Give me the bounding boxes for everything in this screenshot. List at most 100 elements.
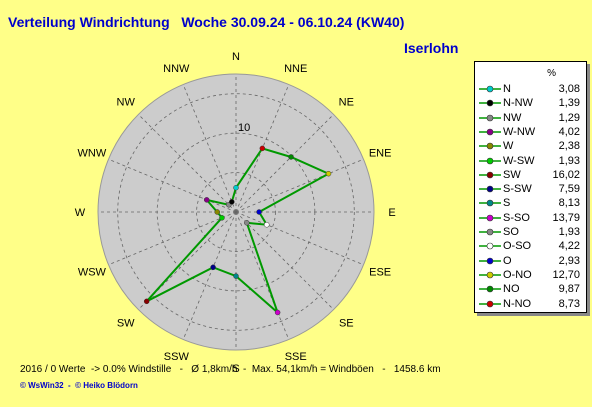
legend-value: 8,13 [558, 197, 580, 210]
legend-symbol-icon [479, 242, 501, 250]
legend-value: 9,87 [558, 283, 580, 296]
direction-label: SSE [285, 351, 307, 363]
legend: % N 3,08 N-NW 1,39 NW 1,29 W-NW 4,02 W 2,38 W-SW 1,… [474, 61, 587, 313]
legend-label: O-NO [503, 268, 532, 281]
grid-spoke [182, 211, 237, 340]
direction-label: NNE [284, 63, 307, 75]
legend-label: W-SW [503, 154, 535, 167]
legend-symbol-icon [479, 142, 501, 150]
legend-item: S-SW 7,59 [475, 182, 586, 196]
data-point [214, 209, 220, 215]
legend-item: O-NO 12,70 [475, 268, 586, 282]
direction-label: W [75, 207, 86, 219]
legend-value: 4,22 [558, 240, 580, 253]
legend-label: N-NW [503, 97, 533, 110]
legend-symbol-icon [479, 214, 501, 221]
data-point [233, 273, 239, 279]
legend-value: 1,93 [558, 154, 580, 167]
legend-value: 13,79 [552, 211, 580, 224]
legend-label: SO [503, 226, 519, 238]
direction-label: SW [117, 317, 135, 329]
legend-label: NW [503, 111, 522, 124]
legend-label: S-SW [503, 183, 532, 196]
legend-item: N 3,08 [475, 82, 586, 96]
legend-item: S 8,13 [475, 196, 586, 210]
legend-label: W [503, 140, 514, 153]
direction-label: NE [339, 97, 354, 109]
grid-ring [196, 172, 276, 252]
legend-item: S-SO 13,79 [475, 211, 586, 225]
data-point [325, 170, 332, 177]
station-name: Iserlohn [404, 40, 459, 56]
legend-item: NW 1,29 [475, 111, 586, 125]
grid-spoke [235, 211, 364, 266]
legend-symbol-icon [479, 228, 501, 236]
legend-symbol-icon [479, 257, 501, 264]
legend-value: 4,02 [558, 125, 580, 138]
direction-label: ESE [369, 267, 391, 279]
legend-label: N [503, 83, 511, 95]
legend-symbol-icon [479, 285, 501, 293]
legend-symbol-icon [479, 300, 501, 307]
ring-label: 10 [238, 122, 250, 134]
direction-label: WSW [78, 267, 107, 279]
grid-spoke [235, 114, 334, 213]
legend-symbol-icon [479, 114, 501, 121]
legend-item: O 2,93 [475, 254, 586, 268]
legend-label: W-NW [503, 125, 536, 138]
legend-symbol-icon [479, 157, 501, 164]
legend-value: 2,93 [558, 254, 580, 267]
footer-stats: 2016 / 0 Werte -> 0.0% Windstille - Ø 1,… [20, 364, 441, 375]
data-point [203, 197, 210, 203]
legend-item: N-NO 8,73 [475, 297, 586, 311]
grid-spoke [235, 158, 364, 213]
data-point [229, 199, 235, 205]
footer-credit: © WsWin32 - © Heiko Blödorn [20, 381, 138, 390]
legend-label: S-SO [503, 211, 530, 224]
data-point [210, 264, 216, 271]
direction-label: SSW [164, 351, 190, 363]
legend-item: SO 1,93 [475, 225, 586, 239]
legend-item: W-SW 1,93 [475, 154, 586, 168]
direction-label: SE [339, 317, 354, 329]
legend-symbol-icon [479, 99, 501, 107]
legend-item: N-NW 1,39 [475, 96, 586, 110]
chart-title: Verteilung Windrichtung Woche 30.09.24 -… [8, 14, 405, 30]
data-point [274, 309, 281, 316]
direction-label: E [388, 207, 395, 219]
grid-spoke [108, 211, 237, 266]
legend-value: 8,73 [558, 297, 580, 310]
data-point [256, 209, 262, 215]
legend-item: SW 16,02 [475, 168, 586, 182]
legend-label: S [503, 197, 511, 210]
legend-value: 7,59 [558, 183, 580, 196]
legend-label: O-SO [503, 240, 532, 253]
legend-label: N-NO [503, 297, 532, 310]
legend-symbol-icon [479, 185, 501, 193]
legend-symbol-icon [479, 128, 501, 136]
legend-symbol-icon [479, 171, 501, 179]
legend-value: 1,39 [558, 97, 580, 110]
data-point [259, 145, 266, 152]
legend-label: NO [503, 283, 520, 296]
direction-label: NW [117, 97, 136, 109]
legend-value: 2,38 [558, 140, 580, 153]
direction-label: ENE [369, 147, 392, 159]
legend-label: O [503, 254, 512, 267]
direction-label: S [232, 363, 239, 375]
direction-label: NNW [163, 63, 190, 75]
legend-item: W-NW 4,02 [475, 125, 586, 139]
legend-value: 16,02 [552, 168, 580, 181]
data-point [263, 221, 270, 228]
legend-item: W 2,38 [475, 139, 586, 153]
legend-unit: % [547, 68, 556, 79]
legend-item: O-SO 4,22 [475, 239, 586, 253]
legend-value: 3,08 [558, 83, 580, 95]
direction-label: N [232, 51, 240, 63]
grid-spoke [235, 211, 290, 340]
grid-spoke [138, 114, 237, 213]
legend-symbol-icon [479, 200, 501, 207]
grid-spoke [108, 158, 237, 213]
grid-spoke [182, 84, 237, 213]
